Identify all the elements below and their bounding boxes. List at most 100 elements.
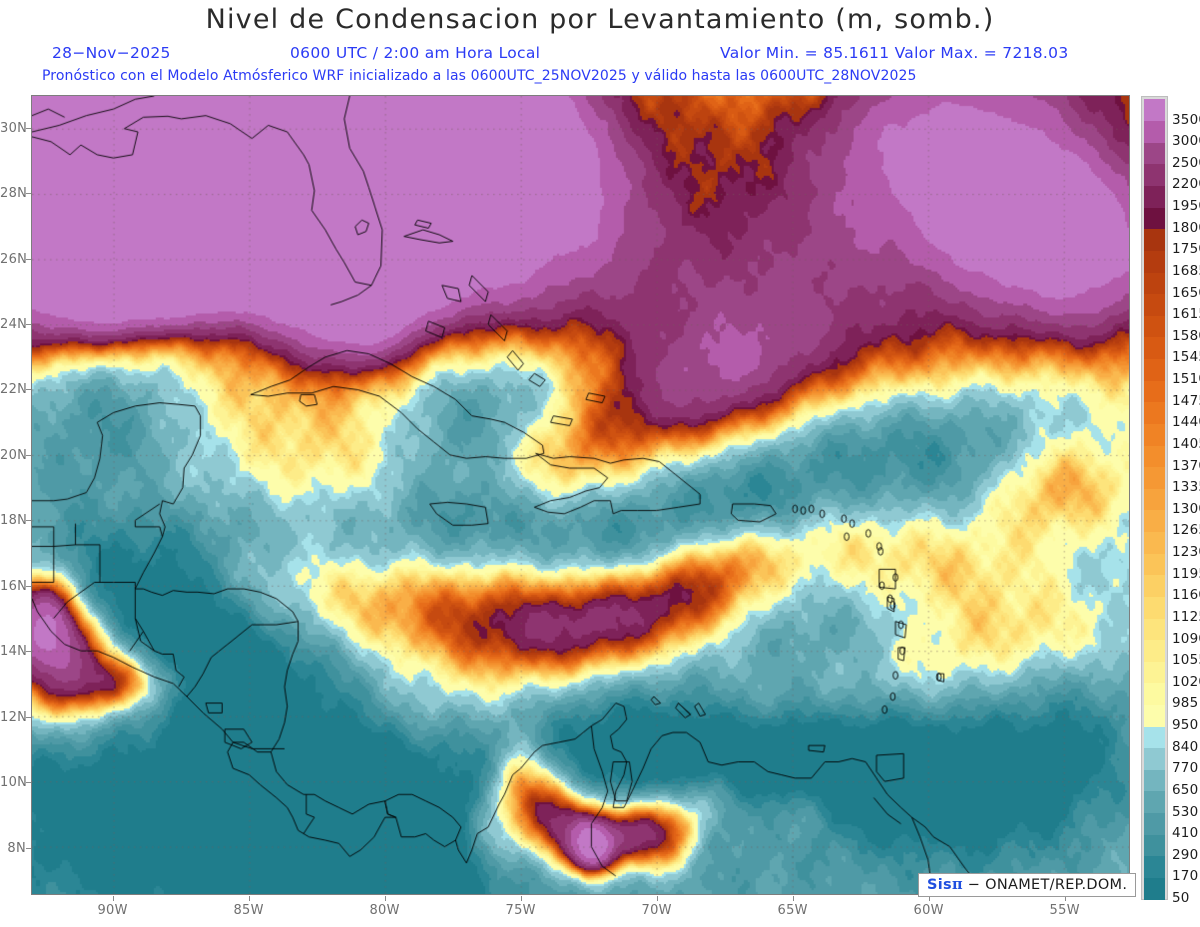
colorbar-tick-label: 950 — [1172, 717, 1199, 734]
colorbar-band — [1144, 812, 1165, 835]
colorbar-tick-label: 1125 — [1172, 608, 1200, 625]
colorbar-band — [1144, 531, 1165, 554]
colorbar-band — [1144, 185, 1165, 208]
colorbar-band — [1144, 401, 1165, 424]
colorbar-band — [1144, 423, 1165, 446]
x-axis-tick-label: 80W — [369, 903, 400, 918]
y-axis-tick-label: 14N — [0, 644, 28, 660]
colorbar-band — [1144, 747, 1165, 770]
colorbar-band — [1144, 509, 1165, 533]
y-axis-tick-mark — [26, 847, 31, 849]
chart-header: Nivel de Condensacion por Levantamiento … — [0, 0, 1200, 95]
y-axis-tick-label: 24N — [0, 317, 28, 333]
colorbar-tick-label: 1265 — [1172, 522, 1200, 539]
colorbar-band — [1144, 661, 1165, 684]
x-axis-tick-mark — [248, 896, 250, 901]
y-axis-tick-mark — [26, 324, 31, 326]
colorbar-band — [1144, 207, 1165, 230]
colorbar-band — [1144, 142, 1165, 165]
x-axis-tick-mark — [384, 896, 386, 901]
y-axis-tick-mark — [26, 193, 31, 195]
colorbar-tick-label: 1510 — [1172, 371, 1200, 388]
y-axis-tick-label: 20N — [0, 447, 28, 463]
colorbar-tick-label: 650 — [1172, 781, 1199, 798]
colorbar-band — [1144, 488, 1165, 511]
x-axis-tick-label: 85W — [233, 903, 264, 918]
x-axis-tick-label: 65W — [777, 903, 808, 918]
colorbar-band — [1144, 358, 1165, 381]
colorbar-band — [1144, 639, 1165, 662]
colorbar-tick-label: 1615 — [1172, 306, 1200, 323]
colorbar-tick-label: 1370 — [1172, 457, 1200, 474]
logo-pi-icon: π — [951, 876, 963, 893]
colorbar-tick-label: 1160 — [1172, 587, 1200, 604]
x-axis-tick-mark — [1064, 896, 1066, 901]
colorbar-tick-label: 1475 — [1172, 392, 1200, 409]
colorbar-band — [1144, 315, 1165, 338]
colorbar-band — [1144, 682, 1165, 705]
colorbar-band — [1144, 574, 1165, 597]
colorbar-band — [1144, 250, 1165, 273]
value-range-label: Valor Min. = 85.1611 Valor Max. = 7218.0… — [720, 44, 1069, 62]
colorbar-tick-label: 1405 — [1172, 435, 1200, 452]
colorbar-tick-label: 410 — [1172, 825, 1199, 842]
colorbar-band — [1144, 790, 1165, 814]
colorbar-tick-label: 1800 — [1172, 219, 1200, 236]
colorbar-tick-label: 1335 — [1172, 479, 1200, 496]
colorbar-tick-label: 1300 — [1172, 500, 1200, 517]
x-axis-tick-label: 70W — [641, 903, 672, 918]
colorbar-tick-label: 770 — [1172, 760, 1199, 777]
colorbar-tick-label: 1580 — [1172, 327, 1200, 344]
colorbar-band — [1144, 99, 1165, 122]
colorbar-tick-label: 1545 — [1172, 349, 1200, 366]
colorbar-band — [1144, 617, 1165, 641]
colorbar[interactable] — [1141, 96, 1168, 900]
x-axis-tick-label: 60W — [913, 903, 944, 918]
colorbar-band — [1144, 228, 1165, 251]
y-axis-tick-label: 10N — [0, 775, 28, 791]
colorbar-band — [1144, 120, 1165, 143]
x-axis-tick-label: 75W — [505, 903, 536, 918]
map-plot-area[interactable] — [31, 95, 1130, 895]
y-axis-tick-label: 12N — [0, 709, 28, 725]
y-axis-tick-mark — [26, 127, 31, 129]
y-axis-tick-mark — [26, 258, 31, 260]
y-axis-tick-label: 26N — [0, 251, 28, 267]
colorbar-tick-label: 2500 — [1172, 154, 1200, 171]
colorbar-band — [1144, 596, 1165, 619]
x-axis-tick-label: 90W — [97, 903, 128, 918]
colorbar-band — [1144, 855, 1165, 878]
y-axis-tick-mark — [26, 520, 31, 522]
colorbar-tick-label: 170 — [1172, 868, 1199, 885]
colorbar-tick-label: 1950 — [1172, 198, 1200, 215]
colorbar-tick-label: 1650 — [1172, 284, 1200, 301]
colorbar-tick-label: 530 — [1172, 803, 1199, 820]
x-axis-tick-mark — [928, 896, 930, 901]
colorbar-tick-label: 1090 — [1172, 630, 1200, 647]
logo-sis-text: Sis — [927, 877, 952, 893]
colorbar-tick-label: 840 — [1172, 738, 1199, 755]
colorbar-tick-label: 985 — [1172, 695, 1199, 712]
y-axis-tick-label: 28N — [0, 186, 28, 202]
y-axis-tick-mark — [26, 782, 31, 784]
y-axis-tick-mark — [26, 389, 31, 391]
colorbar-band — [1144, 877, 1165, 900]
y-axis-tick-label: 8N — [7, 840, 26, 856]
x-axis-tick-mark — [112, 896, 114, 901]
colorbar-tick-label: 1230 — [1172, 544, 1200, 561]
colorbar-tick-label: 3000 — [1172, 133, 1200, 150]
x-axis-tick-label: 55W — [1049, 903, 1080, 918]
colorbar-band — [1144, 553, 1165, 576]
colorbar-band — [1144, 163, 1165, 187]
y-axis-tick-label: 22N — [0, 382, 28, 398]
colorbar-band — [1144, 293, 1165, 316]
y-axis-tick-mark — [26, 651, 31, 653]
colorbar-tick-label: 1055 — [1172, 652, 1200, 669]
x-axis-tick-mark — [656, 896, 658, 901]
x-axis-tick-mark — [792, 896, 794, 901]
colorbar-tick-label: 50 — [1172, 890, 1190, 906]
forecast-date: 28−Nov−2025 — [52, 44, 171, 62]
colorbar-tick-label: 1685 — [1172, 262, 1200, 279]
colorbar-band — [1144, 704, 1165, 727]
y-axis-tick-mark — [26, 454, 31, 456]
